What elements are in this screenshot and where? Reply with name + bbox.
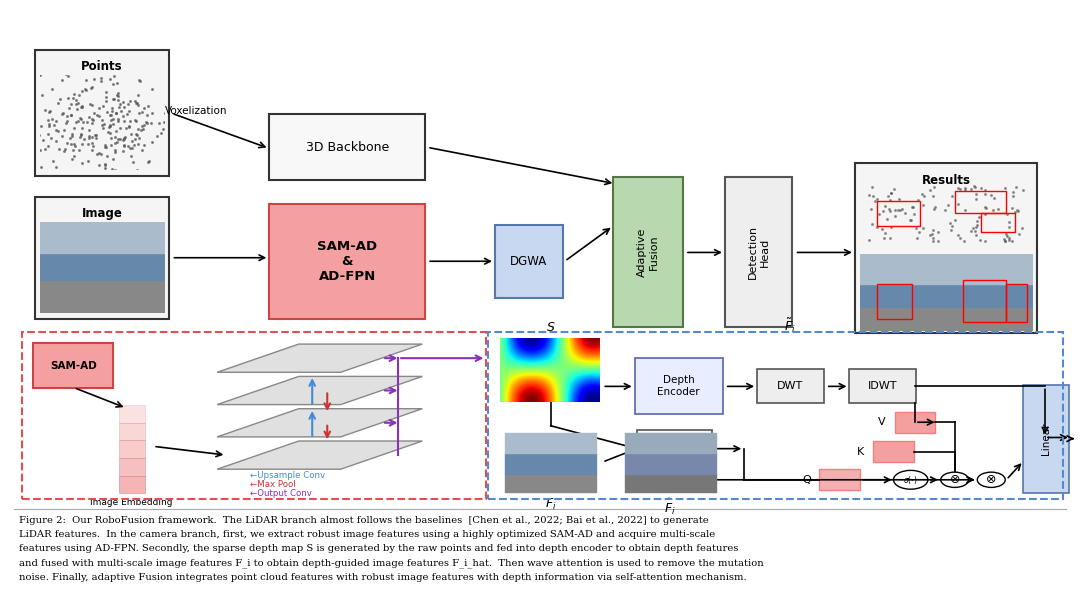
Polygon shape: [217, 441, 422, 469]
Bar: [22, 331, 486, 499]
Text: ←Max Pool: ←Max Pool: [249, 480, 296, 489]
FancyBboxPatch shape: [637, 431, 712, 467]
FancyBboxPatch shape: [35, 197, 170, 319]
FancyBboxPatch shape: [613, 177, 683, 327]
FancyBboxPatch shape: [495, 225, 563, 298]
Text: LiDAR features.  In the camera branch, first, we extract robust image features u: LiDAR features. In the camera branch, fi…: [18, 530, 715, 539]
Text: Figure 2:  Our RoboFusion framework.  The LiDAR branch almost follows the baseli: Figure 2: Our RoboFusion framework. The …: [18, 516, 708, 525]
FancyBboxPatch shape: [725, 177, 793, 327]
Text: Results: Results: [921, 174, 971, 187]
Text: Detection
Head: Detection Head: [747, 225, 769, 279]
Text: Image: Image: [82, 207, 123, 220]
Text: SAM-AD: SAM-AD: [50, 361, 96, 371]
Text: DGWA: DGWA: [510, 255, 548, 268]
FancyBboxPatch shape: [850, 369, 916, 403]
FancyBboxPatch shape: [32, 343, 113, 388]
FancyBboxPatch shape: [1024, 385, 1068, 493]
Circle shape: [941, 472, 969, 487]
FancyBboxPatch shape: [635, 358, 723, 414]
FancyBboxPatch shape: [757, 369, 824, 403]
Text: $\sigma(\cdot)$: $\sigma(\cdot)$: [903, 474, 918, 486]
Text: Depth
Encoder: Depth Encoder: [658, 375, 700, 397]
Text: K: K: [858, 447, 864, 457]
Text: ⊗: ⊗: [949, 473, 960, 486]
Text: 3D Backbone: 3D Backbone: [306, 141, 389, 154]
FancyBboxPatch shape: [269, 114, 426, 180]
Bar: [488, 331, 1063, 499]
Text: V: V: [878, 417, 886, 427]
Text: $\tilde{F}_i$: $\tilde{F}_i$: [784, 316, 796, 334]
Text: ⊗: ⊗: [986, 473, 997, 486]
Text: IDWT: IDWT: [868, 381, 897, 391]
Text: ←Upsample Conv: ←Upsample Conv: [249, 471, 325, 480]
Text: Points: Points: [81, 60, 123, 74]
Text: $\hat{F}_i$: $\hat{F}_i$: [664, 497, 676, 517]
Text: ←Output Conv: ←Output Conv: [249, 489, 312, 498]
Text: features using AD-FPN. Secondly, the sparse depth map S is generated by the raw : features using AD-FPN. Secondly, the spa…: [18, 544, 739, 553]
FancyBboxPatch shape: [119, 476, 145, 493]
FancyBboxPatch shape: [119, 458, 145, 476]
Text: noise. Finally, adaptive Fusion integrates point cloud features with robust imag: noise. Finally, adaptive Fusion integrat…: [18, 573, 746, 582]
Text: Q: Q: [802, 475, 811, 485]
FancyBboxPatch shape: [119, 423, 145, 441]
FancyBboxPatch shape: [820, 469, 860, 490]
Text: and fused with multi-scale image features F_i to obtain depth-guided image featu: and fused with multi-scale image feature…: [18, 559, 764, 568]
Text: Linear: Linear: [1041, 423, 1051, 455]
FancyBboxPatch shape: [894, 412, 935, 433]
FancyBboxPatch shape: [119, 405, 145, 423]
Polygon shape: [217, 377, 422, 404]
FancyBboxPatch shape: [873, 441, 914, 462]
Circle shape: [893, 470, 928, 489]
FancyBboxPatch shape: [269, 204, 426, 319]
Polygon shape: [217, 409, 422, 437]
Text: Adaptive
Fusion: Adaptive Fusion: [637, 228, 659, 277]
Polygon shape: [217, 344, 422, 372]
FancyBboxPatch shape: [854, 162, 1038, 333]
Circle shape: [977, 472, 1005, 487]
FancyBboxPatch shape: [119, 441, 145, 458]
Text: $S$: $S$: [546, 321, 555, 334]
Text: SAM-AD
&
AD-FPN: SAM-AD & AD-FPN: [318, 240, 377, 283]
Text: Conv: Conv: [660, 444, 688, 454]
Text: Image Embedding: Image Embedding: [91, 498, 173, 507]
FancyBboxPatch shape: [35, 50, 170, 176]
Text: DWT: DWT: [778, 381, 804, 391]
Text: Voxelization: Voxelization: [165, 107, 228, 116]
Text: $F_i$: $F_i$: [545, 497, 556, 512]
